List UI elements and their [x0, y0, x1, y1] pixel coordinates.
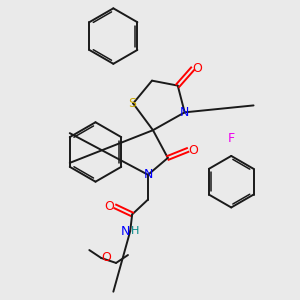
- Text: H: H: [131, 226, 139, 236]
- Text: F: F: [228, 132, 235, 145]
- Text: O: O: [193, 62, 202, 75]
- Text: S: S: [128, 97, 136, 110]
- Text: O: O: [101, 251, 111, 265]
- Text: N: N: [121, 225, 130, 238]
- Text: O: O: [104, 200, 114, 213]
- Text: N: N: [143, 168, 153, 181]
- Text: N: N: [180, 106, 189, 119]
- Text: O: O: [189, 143, 199, 157]
